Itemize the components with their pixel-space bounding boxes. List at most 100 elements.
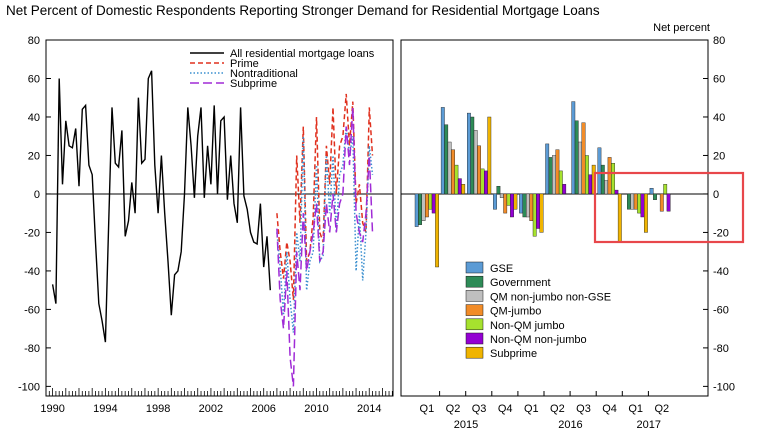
- bar-government: [522, 193, 527, 218]
- right-y-tick-label: -40: [713, 266, 729, 278]
- bar-qm-jumbo: [659, 193, 664, 212]
- left-y-tick-label: -40: [24, 266, 40, 278]
- bar-government: [574, 120, 579, 195]
- bar-government: [418, 193, 422, 225]
- bar-non-qm-non-jumbo: [457, 178, 462, 195]
- legend-swatch: [465, 332, 484, 345]
- bar-subprime: [513, 193, 518, 210]
- legend-label-all: All residential mortgage loans: [230, 48, 375, 60]
- bar-qm-non-jumbo-non-gse: [473, 130, 478, 195]
- bar-non-qm-jumbo: [558, 170, 563, 195]
- bar-qm-jumbo: [581, 122, 586, 195]
- bar-non-qm-jumbo: [663, 184, 668, 195]
- bar-non-qm-non-jumbo: [666, 193, 671, 212]
- bar-qm-non-jumbo-non-gse: [578, 141, 583, 195]
- highlight-box: [593, 171, 745, 244]
- right-plot-frame: [400, 39, 709, 397]
- bar-non-qm-jumbo: [428, 193, 433, 210]
- legend-label-prime: Prime: [230, 58, 259, 70]
- bar-non-qm-jumbo: [454, 164, 459, 195]
- bar-qm-non-jumbo-non-gse: [421, 193, 426, 221]
- left-y-tick-label: -20: [24, 227, 40, 239]
- bar-subprime: [487, 116, 492, 195]
- bar-non-qm-non-jumbo: [562, 184, 567, 195]
- left-y-tick-label: 0: [34, 189, 40, 201]
- left-plot-frame: [45, 39, 394, 397]
- bar-government: [653, 193, 657, 200]
- bar-non-qm-non-jumbo: [484, 170, 488, 195]
- left-x-tick-label: 1994: [93, 403, 117, 415]
- legend-label: GSE: [490, 263, 513, 275]
- right-y-tick-label: -80: [713, 343, 729, 355]
- series-line-nontraditional: [276, 126, 374, 333]
- right-x-tick-label: Q1: [628, 403, 643, 415]
- legend-swatch: [465, 304, 484, 316]
- left-y-tick-label: 20: [28, 150, 40, 162]
- legend-label: QM-jumbo: [490, 306, 541, 318]
- bar-non-qm-non-jumbo: [536, 193, 541, 229]
- legend-label-subprime: Subprime: [230, 78, 277, 90]
- right-year-label: 2016: [558, 419, 582, 431]
- left-y-tick-label: 40: [28, 112, 40, 124]
- left-x-tick-label: 1998: [146, 403, 170, 415]
- right-y-tick-label: -60: [713, 304, 729, 316]
- right-x-tick-label: Q2: [654, 403, 669, 415]
- right-y-tick-label: 0: [713, 189, 719, 201]
- left-y-tick-label: 80: [28, 35, 40, 47]
- bar-non-qm-non-jumbo: [640, 193, 645, 218]
- left-x-tick-label: 2006: [251, 403, 275, 415]
- legend-label-nontraditional: Nontraditional: [230, 68, 298, 80]
- legend-swatch: [465, 290, 484, 302]
- bar-qm-non-jumbo-non-gse: [604, 180, 609, 195]
- right-x-tick-label: Q3: [576, 403, 591, 415]
- bar-subprime: [644, 193, 648, 233]
- bar-qm-jumbo: [633, 193, 638, 210]
- bar-non-qm-jumbo: [637, 193, 642, 214]
- bar-non-qm-non-jumbo: [431, 193, 436, 214]
- right-y-tick-label: 80: [713, 35, 725, 47]
- bar-non-qm-jumbo: [532, 193, 537, 237]
- left-x-tick-label: 1990: [40, 403, 64, 415]
- right-y-tick-label: -100: [713, 381, 735, 393]
- right-year-label: 2015: [454, 419, 478, 431]
- legend-label: Non-QM non-jumbo: [490, 334, 587, 346]
- bar-government: [600, 164, 605, 195]
- bar-qm-jumbo: [477, 145, 481, 195]
- bar-qm-non-jumbo-non-gse: [499, 193, 504, 198]
- chart-title: Net Percent of Domestic Respondents Repo…: [6, 3, 600, 18]
- bar-qm-jumbo: [451, 149, 455, 195]
- legend-label: Subprime: [490, 348, 537, 360]
- left-y-tick-label: 60: [28, 73, 40, 85]
- bar-government: [496, 185, 501, 195]
- bar-qm-jumbo: [529, 193, 534, 221]
- bar-government: [548, 157, 553, 195]
- right-year-label: 2017: [637, 419, 661, 431]
- series-line-subprime: [276, 107, 374, 387]
- legend-label: Non-QM jumbo: [490, 320, 565, 332]
- bar-qm-jumbo: [503, 193, 508, 214]
- bar-qm-non-jumbo-non-gse: [552, 155, 556, 195]
- bar-gse: [597, 147, 602, 195]
- legend-label: QM non-jumbo non-GSE: [490, 291, 611, 303]
- legend-swatch: [465, 318, 484, 331]
- bar-qm-non-jumbo-non-gse: [630, 193, 635, 210]
- bar-gse: [649, 187, 654, 195]
- bar-qm-jumbo: [607, 157, 612, 195]
- right-x-tick-label: Q4: [602, 403, 617, 415]
- right-x-tick-label: Q2: [550, 403, 565, 415]
- right-x-tick-label: Q2: [446, 403, 461, 415]
- bar-subprime: [435, 193, 439, 268]
- right-x-tick-label: Q1: [524, 403, 539, 415]
- bar-gse: [414, 193, 419, 227]
- series-line-prime: [276, 93, 374, 300]
- left-y-tick-label: -80: [24, 343, 40, 355]
- bar-gse: [493, 193, 497, 210]
- bar-non-qm-jumbo: [585, 155, 589, 195]
- bar-gse: [440, 107, 445, 195]
- right-x-tick-label: Q1: [420, 403, 435, 415]
- bar-qm-jumbo: [555, 149, 560, 195]
- right-y-tick-label: 40: [713, 112, 725, 124]
- bar-subprime: [461, 184, 466, 195]
